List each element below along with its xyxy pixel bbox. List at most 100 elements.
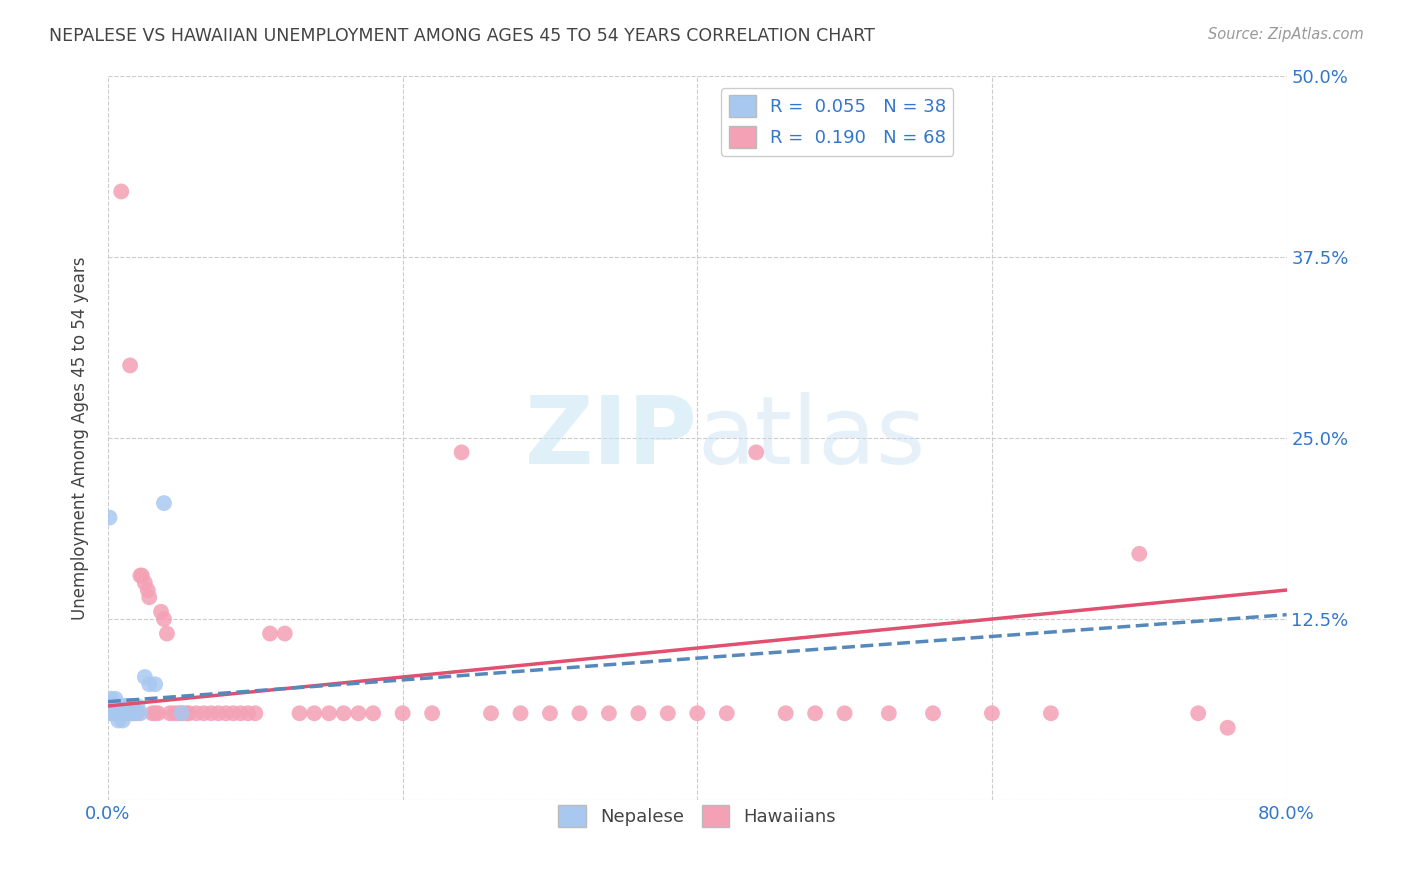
Point [775,706,797,721]
Text: ZIP: ZIP [524,392,697,483]
Point [111,714,134,728]
Point [121,706,143,721]
Point [318,706,340,721]
Point [117,706,139,721]
Point [274,626,297,640]
Point [146,706,169,721]
Point [304,706,326,721]
Point [170,706,193,721]
Point [229,706,252,721]
Point [103,706,125,721]
Point [922,706,945,721]
Point [127,706,149,721]
Point [143,677,166,691]
Point [104,691,127,706]
Point [347,706,370,721]
Point [538,706,561,721]
Point [450,445,472,459]
Point [110,706,132,721]
Point [107,706,129,721]
Point [1187,706,1209,721]
Point [129,706,152,721]
Point [509,706,531,721]
Point [568,706,591,721]
Point [108,706,131,721]
Point [101,698,124,713]
Point [104,706,127,721]
Point [112,706,135,721]
Point [114,698,136,713]
Point [170,706,193,721]
Point [153,496,176,510]
Point [110,185,132,199]
Point [627,706,650,721]
Point [98,510,121,524]
Point [1039,706,1062,721]
Point [143,706,166,721]
Point [122,698,145,713]
Point [124,706,146,721]
Point [207,706,229,721]
Point [112,698,135,713]
Point [288,706,311,721]
Point [598,706,620,721]
Point [107,698,129,713]
Point [177,706,200,721]
Point [215,706,238,721]
Point [136,582,159,597]
Point [834,706,856,721]
Point [131,568,153,582]
Point [245,706,267,721]
Point [101,706,124,721]
Point [236,706,259,721]
Point [104,698,127,713]
Point [332,706,354,721]
Point [153,612,176,626]
Text: Source: ZipAtlas.com: Source: ZipAtlas.com [1208,27,1364,42]
Text: NEPALESE VS HAWAIIAN UNEMPLOYMENT AMONG AGES 45 TO 54 YEARS CORRELATION CHART: NEPALESE VS HAWAIIAN UNEMPLOYMENT AMONG … [49,27,875,45]
Point [1128,547,1150,561]
Point [877,706,900,721]
Point [745,445,768,459]
Legend: Nepalese, Hawaiians: Nepalese, Hawaiians [551,798,844,835]
Point [134,670,156,684]
Point [686,706,709,721]
Point [186,706,208,721]
Point [103,698,125,713]
Point [100,691,122,706]
Point [138,677,160,691]
Point [129,568,152,582]
Point [156,626,179,640]
Point [804,706,827,721]
Point [115,706,138,721]
Point [981,706,1004,721]
Point [163,706,186,721]
Point [105,706,128,721]
Point [121,706,143,721]
Point [105,698,128,713]
Point [108,698,131,713]
Point [159,706,181,721]
Point [107,706,129,721]
Y-axis label: Unemployment Among Ages 45 to 54 years: Unemployment Among Ages 45 to 54 years [72,256,89,620]
Point [200,706,222,721]
Point [124,706,146,721]
Point [127,698,149,713]
Point [111,706,134,721]
Point [100,706,122,721]
Point [167,706,190,721]
Text: atlas: atlas [697,392,925,483]
Point [391,706,413,721]
Point [115,698,138,713]
Point [103,706,125,721]
Point [110,706,132,721]
Point [1216,721,1239,735]
Point [259,626,281,640]
Point [716,706,738,721]
Point [361,706,384,721]
Point [107,714,129,728]
Point [420,706,443,721]
Point [110,698,132,713]
Point [138,591,160,605]
Point [150,605,173,619]
